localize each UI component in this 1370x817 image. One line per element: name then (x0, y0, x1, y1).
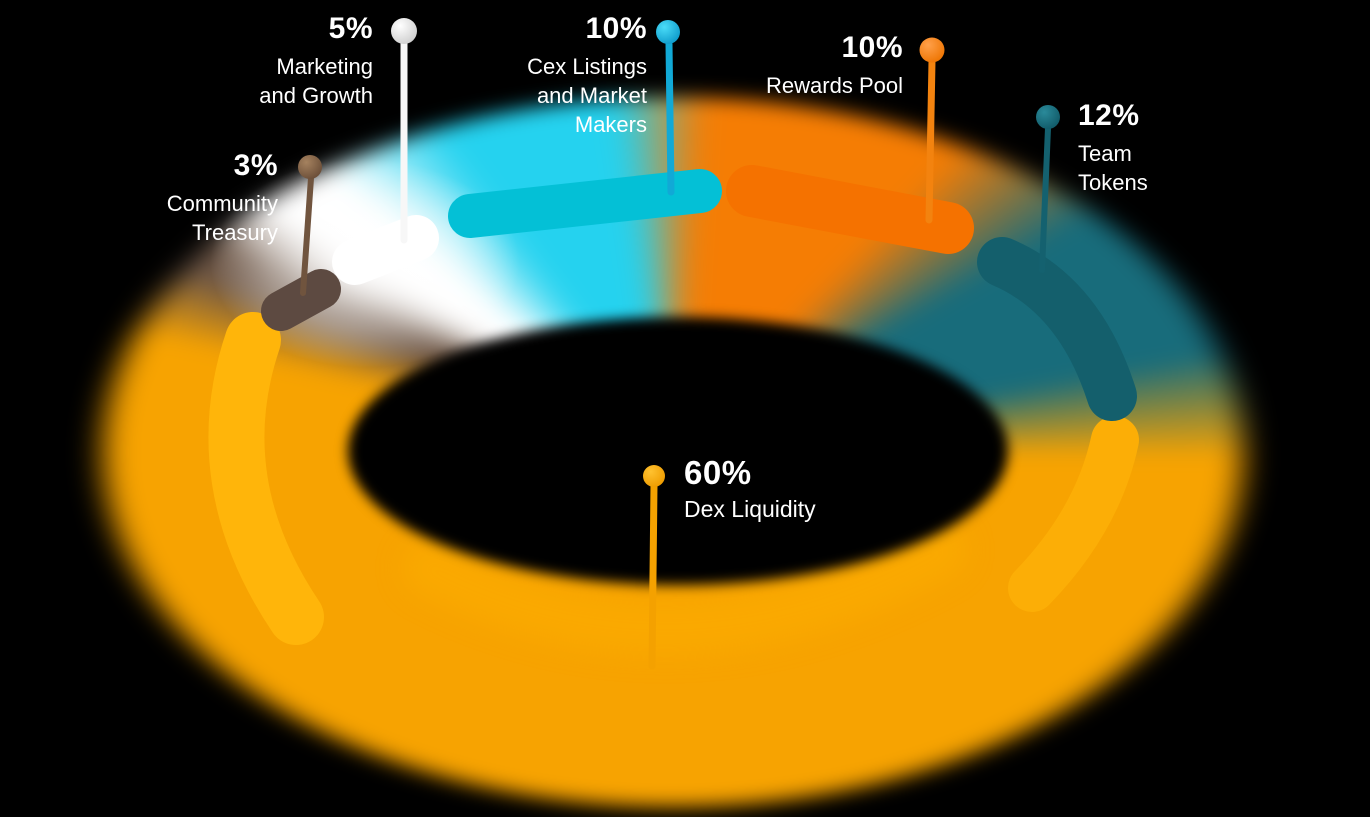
label-team-name: Team Tokens (1078, 141, 1148, 195)
label-rewards-pool: 10% Rewards Pool (766, 31, 903, 100)
pin-ball-cex (656, 20, 680, 44)
label-marketing-name: Marketing and Growth (259, 54, 373, 108)
pin-ball-team (1036, 105, 1060, 129)
label-rewards-name: Rewards Pool (766, 73, 903, 98)
label-team-tokens: 12% Team Tokens (1078, 99, 1148, 197)
pin-ball-rewards (919, 37, 945, 63)
label-marketing-pct: 5% (328, 12, 373, 45)
label-rewards-pct: 10% (841, 31, 903, 64)
label-marketing-and-growth: 5% Marketing and Growth (259, 12, 373, 110)
label-team-pct: 12% (1078, 99, 1140, 132)
label-cex-pct: 10% (585, 12, 647, 45)
pin-ball-marketing (391, 18, 417, 44)
white-segment-bloom (150, 118, 580, 408)
